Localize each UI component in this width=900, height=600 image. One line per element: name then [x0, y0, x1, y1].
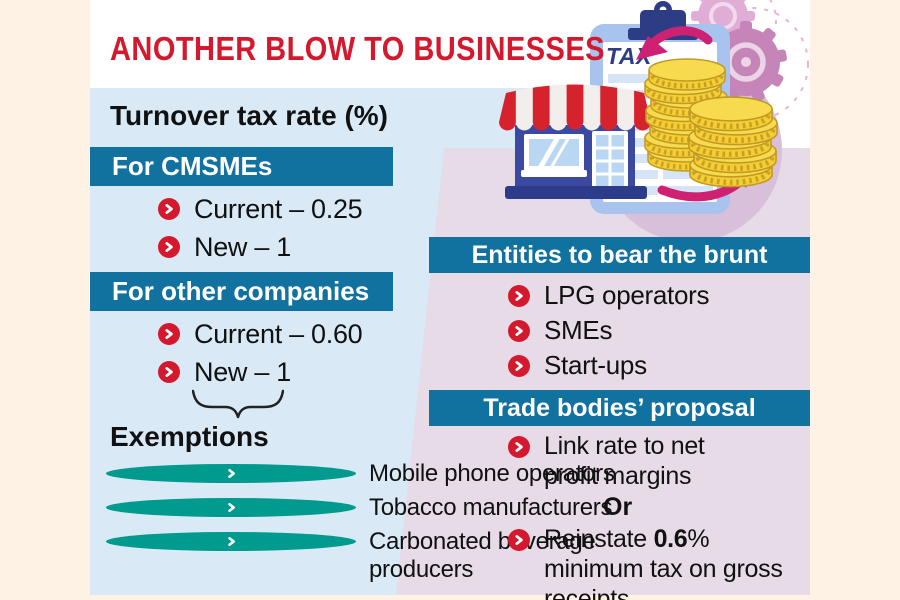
brace-icon [191, 388, 285, 419]
list-item: Current – 0.25 [158, 193, 363, 225]
section-bar-entities: Entities to bear the brunt [429, 237, 810, 273]
coin-stack-right [689, 97, 777, 186]
list-item: Current – 0.60 [158, 318, 363, 350]
list-item-label: LPG operators [544, 280, 710, 310]
proposal-block: Link rate to net profit margins Or Reins… [508, 431, 800, 600]
list-item-label: Current – 0.60 [194, 319, 363, 349]
left-panel-heading: Turnover tax rate (%) [110, 100, 388, 131]
proposal-option-1: Link rate to net profit margins [508, 431, 800, 491]
list-item: New – 1 [158, 231, 362, 263]
chevron-bullet-icon [106, 498, 356, 517]
list-item: Start-ups [508, 350, 709, 380]
list-item: Carbonated beverage producers [106, 528, 619, 584]
store-base [505, 186, 647, 199]
other-companies-list: Current – 0.60 New – 1 [158, 318, 363, 394]
store-awning [499, 84, 651, 131]
list-item-label: Start-ups [544, 350, 647, 380]
proposal-text-post: % minimum tax on gross receipts [544, 525, 783, 600]
page-title: ANOTHER BLOW TO BUSINESSES [110, 30, 605, 67]
proposal-text-bold: 0.6 [653, 525, 688, 553]
list-item: LPG operators [508, 280, 710, 310]
list-item-label: Current – 0.25 [194, 194, 363, 224]
store-window [521, 134, 587, 177]
tax-illustration: TAX [499, 0, 809, 240]
store-door [592, 131, 628, 189]
section-bar-proposal: Trade bodies’ proposal [429, 390, 810, 426]
arrow-top-icon [636, 26, 713, 60]
chevron-bullet-icon [508, 436, 530, 458]
chevron-bullet-icon [158, 236, 180, 258]
chevron-bullet-icon [106, 532, 356, 551]
chevron-bullet-icon [508, 285, 530, 307]
list-item: New – 1 [158, 356, 362, 388]
cmsmes-list: Current – 0.25 New – 1 [158, 193, 363, 269]
list-item-label: Tobacco manufacturers [369, 494, 613, 521]
dashed-circle-small [699, 0, 777, 59]
list-item: Tobacco manufacturers [106, 494, 619, 522]
proposal-text-pre: Reinstate [544, 525, 654, 553]
chevron-bullet-icon [158, 323, 180, 345]
store-icon [499, 84, 651, 199]
proposal-option-2: Reinstate 0.6% minimum tax on gross rece… [508, 524, 800, 600]
or-separator: Or [603, 493, 633, 521]
exemptions-heading: Exemptions [110, 421, 269, 452]
list-item-label: New – 1 [194, 232, 291, 262]
list-item-label: Mobile phone operators [369, 460, 615, 487]
proposal-option-2-text: Reinstate 0.6% minimum tax on gross rece… [544, 524, 800, 600]
proposal-line: Link rate to net [544, 432, 705, 460]
entities-list: LPG operators SMEs Start-ups [508, 280, 710, 385]
chevron-bullet-icon [158, 198, 180, 220]
list-item: Mobile phone operators [106, 460, 619, 488]
chevron-bullet-icon [508, 529, 530, 551]
list-item: SMEs [508, 315, 709, 345]
proposal-line: profit margins [544, 462, 692, 490]
list-item-label: SMEs [544, 315, 613, 345]
chevron-bullet-icon [508, 320, 530, 342]
list-item-label: New – 1 [194, 357, 291, 387]
chevron-bullet-icon [106, 464, 356, 483]
section-bar-cmsmes: For CMSMEs [90, 147, 393, 186]
section-bar-other-companies: For other companies [90, 272, 393, 311]
chevron-bullet-icon [508, 355, 530, 377]
exemptions-list: Mobile phone operators Tobacco manufactu… [106, 460, 619, 590]
proposal-option-1-text: Link rate to net profit margins [544, 431, 705, 491]
chevron-bullet-icon [158, 361, 180, 383]
list-item-label: Carbonated beverage producers [369, 528, 596, 583]
